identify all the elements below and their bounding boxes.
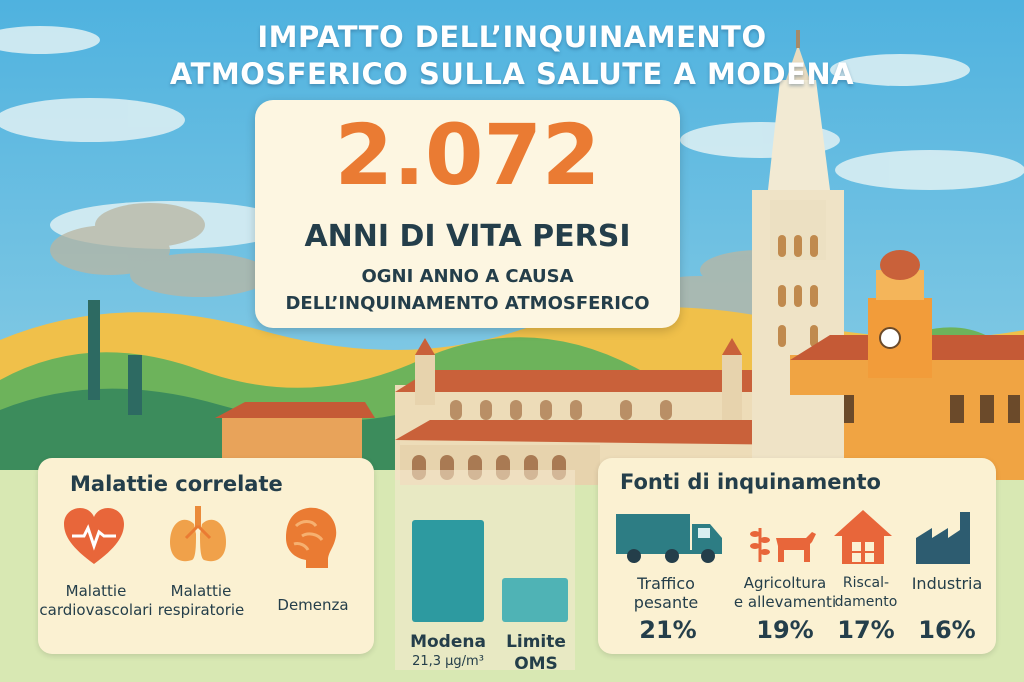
hero-subline: DELL’INQUINAMENTO ATMOSFERICO <box>285 293 650 314</box>
agriculture-icon <box>750 528 816 562</box>
heart-icon <box>64 508 124 564</box>
chimney <box>128 355 142 415</box>
factory-icon <box>916 512 970 564</box>
source-percentage: 17% <box>837 616 895 644</box>
disease-label: Malattie cardiovascolari <box>39 582 153 619</box>
hero-card: 2.072 ANNI DI VITA PERSI OGNI ANNO A CAU… <box>255 100 680 328</box>
hero-headline: ANNI DI VITA PERSI <box>304 219 631 254</box>
house-icon <box>834 510 892 564</box>
source-label: Riscal- damento <box>834 575 898 610</box>
modena-label: Modena <box>410 632 486 652</box>
title-line-2: ATMOSFERICO SULLA SALUTE A MODENA <box>169 57 855 91</box>
disease-label: Malattie respiratorie <box>157 582 245 619</box>
source-percentage: 16% <box>918 616 976 644</box>
diseases-panel: Malattie correlate Malattie cardiovascol… <box>38 458 374 654</box>
modena-bar <box>412 520 484 622</box>
hero-subline: OGNI ANNO A CAUSA <box>361 266 574 287</box>
limit-sublabel: OMS <box>514 654 558 674</box>
chimney <box>88 300 100 400</box>
brain-icon <box>286 507 337 568</box>
diseases-title: Malattie correlate <box>70 472 283 496</box>
source-percentage: 21% <box>639 616 697 644</box>
limit-label: Limite <box>506 632 566 652</box>
title-line-1: IMPATTO DELL’INQUINAMENTO <box>257 20 767 54</box>
sources-title: Fonti di inquinamento <box>620 470 881 494</box>
sources-panel: Fonti di inquinamento Traffico pesante A… <box>598 458 996 654</box>
source-percentage: 19% <box>756 616 814 644</box>
limit-bar <box>502 578 568 622</box>
modena-value: 21,3 μg/m³ <box>412 654 484 669</box>
truck-icon <box>616 514 722 563</box>
source-label: Industria <box>911 574 983 593</box>
disease-label: Demenza <box>277 596 349 614</box>
source-label: Traffico pesante <box>633 574 699 612</box>
hero-number: 2.072 <box>334 106 601 204</box>
lungs-icon <box>170 506 226 562</box>
source-label: Agricoltura e allevamenti <box>733 574 837 611</box>
